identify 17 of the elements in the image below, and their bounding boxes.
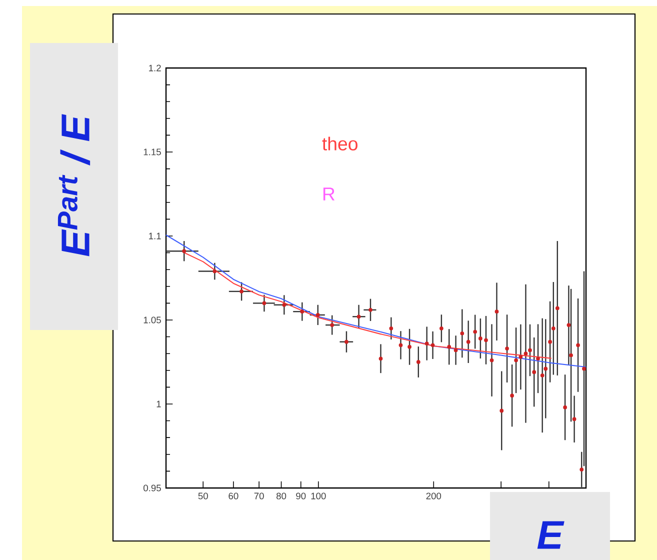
y-tick-label: 1.1 — [149, 232, 161, 240]
annotation: R — [323, 188, 335, 200]
y-tick-label: 0.95 — [143, 484, 161, 492]
y-tick-label: 1.2 — [149, 64, 161, 72]
y-tick-label: 1 — [156, 400, 161, 408]
x-axis-title: E — [537, 521, 564, 549]
x-tick-label: 70 — [254, 492, 264, 500]
x-tick-label: 100 — [311, 492, 326, 500]
y-axis-title: E$^{Part}$ / E — [58, 114, 90, 256]
x-tick-label: 200 — [426, 492, 442, 500]
y-tick-label: 1.15 — [144, 148, 161, 156]
x-tick-label: 80 — [276, 492, 286, 500]
x-tick-label: 90 — [296, 492, 306, 500]
text: theo — [322, 136, 358, 150]
y-tick-label: 1.05 — [144, 316, 161, 324]
x-tick-label: 50 — [198, 492, 208, 500]
x-tick-label: 60 — [228, 492, 238, 500]
